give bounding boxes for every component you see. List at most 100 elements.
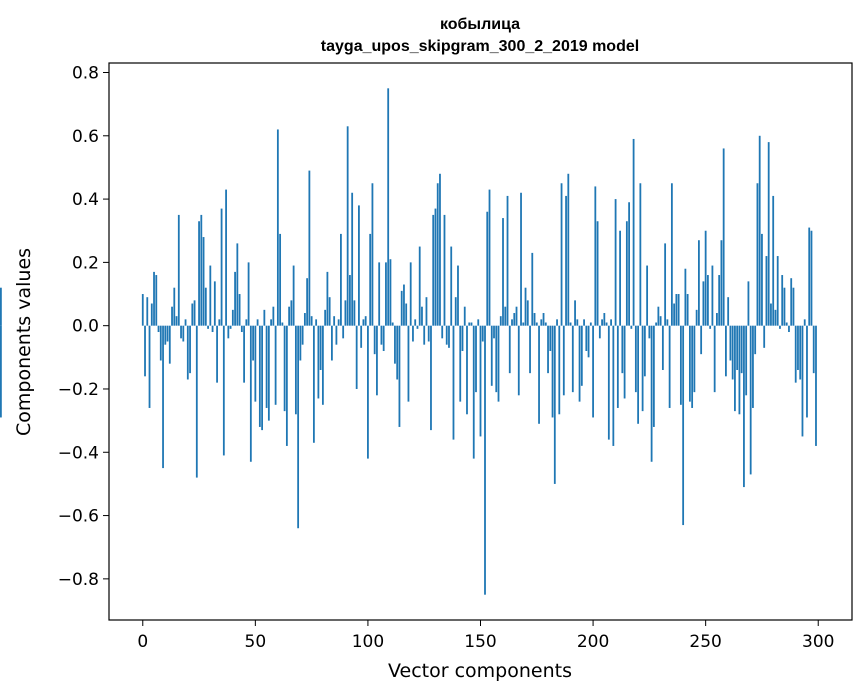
bar-195: [580, 325, 583, 386]
bar-193: [576, 319, 579, 326]
bar-47: [247, 262, 250, 326]
bar-27: [202, 237, 205, 326]
bar-56: [267, 325, 270, 421]
bar-117: [405, 303, 408, 326]
bar-221: [639, 183, 642, 326]
bar-58: [272, 306, 275, 326]
bar-204: [601, 319, 603, 326]
bar-90: [344, 300, 347, 326]
y-tick-label: −0.8: [58, 570, 99, 590]
bar-276: [763, 325, 766, 348]
bar-81: [324, 309, 327, 326]
bar-107: [382, 325, 385, 351]
bar-91: [346, 126, 349, 326]
bar-24: [195, 325, 198, 478]
y-tick-label: 0.4: [72, 190, 99, 210]
bar-293: [801, 325, 804, 437]
bar-226: [650, 325, 653, 462]
bar-28: [204, 287, 207, 326]
bar-224: [646, 265, 649, 326]
bar-183: [553, 325, 556, 484]
bar-169: [522, 322, 525, 326]
bar-51: [256, 319, 259, 326]
bar-77: [315, 319, 318, 326]
x-tick-label: 300: [802, 632, 834, 652]
bar-15: [175, 316, 178, 326]
bar-298: [812, 325, 815, 374]
bar-3: [148, 325, 151, 408]
bar-246: [695, 309, 698, 326]
bar-79: [319, 325, 322, 370]
bar-242: [686, 294, 689, 326]
x-tick-label: 100: [352, 632, 384, 652]
bar-129: [432, 214, 435, 326]
bar-66: [290, 300, 293, 326]
y-tick-label: −0.2: [58, 380, 99, 400]
bar-153: [486, 211, 489, 326]
bar-296: [808, 227, 811, 326]
bar-284: [781, 275, 784, 326]
bar-145: [468, 322, 471, 326]
bar-262: [731, 325, 734, 380]
bar-124: [421, 306, 423, 326]
bar-278: [767, 142, 770, 326]
bar-50: [254, 325, 257, 402]
bar-108: [385, 262, 387, 326]
bar-25: [198, 221, 200, 326]
bar-122: [416, 325, 419, 329]
bar-260: [727, 297, 730, 326]
bar-86: [335, 325, 338, 345]
bar-146: [470, 322, 473, 326]
bar-210: [614, 199, 617, 326]
bar-288: [790, 278, 793, 326]
bar-201: [594, 186, 597, 326]
bar-270: [749, 325, 752, 475]
y-tick-label: 0.0: [72, 317, 99, 337]
bar-227: [652, 325, 655, 427]
bar-203: [598, 325, 601, 339]
bar-139: [454, 297, 457, 326]
bar-136: [448, 325, 450, 348]
bar-65: [288, 306, 291, 326]
y-tick-label: 0.6: [72, 127, 99, 147]
bar-213: [621, 325, 624, 374]
bar-233: [666, 319, 669, 326]
bar-220: [637, 325, 640, 424]
bar-125: [423, 325, 426, 345]
bar-191: [571, 325, 574, 393]
bar-170: [524, 287, 527, 326]
bar-252: [709, 325, 712, 329]
bar-33: [216, 325, 218, 383]
bar-21: [189, 325, 191, 374]
bar-175: [535, 322, 538, 326]
y-axis-label: Components values: [13, 248, 35, 436]
bar-36: [222, 325, 225, 456]
bar-255: [716, 313, 718, 326]
bar-283: [779, 325, 781, 329]
bar-45: [243, 325, 245, 383]
bar-9: [162, 325, 164, 469]
bar-199: [589, 322, 592, 326]
bar-106: [380, 325, 383, 345]
bar-250: [704, 230, 707, 326]
bar-240: [682, 325, 685, 526]
bar-239: [679, 325, 682, 405]
bar-202: [596, 221, 599, 326]
bar-188: [565, 195, 567, 326]
bar-265: [738, 325, 741, 415]
bar-80: [321, 325, 324, 405]
bar-182: [551, 325, 554, 418]
bar-142: [461, 325, 464, 351]
bar-123: [418, 246, 421, 326]
bar-59: [274, 325, 277, 405]
x-tick-label: 0: [137, 632, 148, 652]
bar-26: [200, 214, 203, 326]
bar-4: [150, 303, 153, 326]
bar-295: [806, 325, 808, 418]
bar-268: [745, 325, 748, 396]
bar-248: [700, 325, 703, 355]
bar-223: [643, 325, 646, 377]
bar-120: [412, 325, 414, 342]
bar-62: [281, 322, 284, 326]
bar-143: [463, 306, 466, 326]
